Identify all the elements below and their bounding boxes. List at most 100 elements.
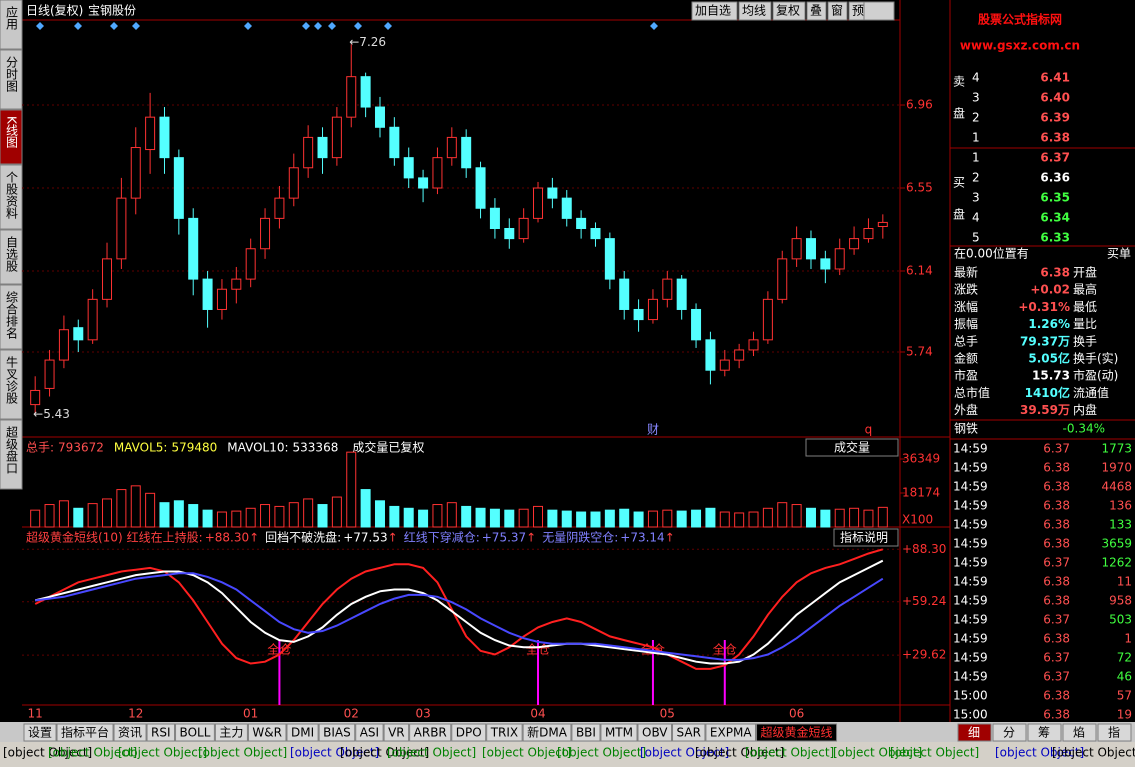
sidebar-tab[interactable] xyxy=(0,109,23,165)
tab[interactable] xyxy=(705,723,757,742)
tab[interactable] xyxy=(56,723,114,742)
tab-label: DMI xyxy=(291,726,314,740)
indicator-legend-arrow: ↑ xyxy=(249,531,259,545)
tab-background[interactable] xyxy=(486,723,523,742)
candle-body xyxy=(518,217,529,240)
tab[interactable] xyxy=(571,723,601,742)
tab[interactable] xyxy=(318,723,356,742)
tab-background[interactable] xyxy=(175,723,215,742)
tab-background[interactable] xyxy=(522,723,572,742)
sidebar-tab[interactable] xyxy=(0,0,23,50)
tab[interactable] xyxy=(522,723,572,742)
tab[interactable] xyxy=(409,723,452,742)
tab[interactable] xyxy=(214,723,248,742)
toolbar-button[interactable] xyxy=(772,1,806,21)
toolbar-button[interactable] xyxy=(691,1,738,21)
tick-price: 6.38 xyxy=(1043,632,1070,646)
sidebar-tab[interactable] xyxy=(0,229,23,285)
tab[interactable] xyxy=(756,723,838,742)
volume-bar xyxy=(489,508,500,528)
tab[interactable] xyxy=(146,723,176,742)
indicator-legend-name: 红线在上持股: xyxy=(127,530,203,545)
x-tick-label: 04 xyxy=(530,707,545,721)
volume-bar xyxy=(590,511,601,528)
indicator-legend-value: +75.37 xyxy=(482,531,526,545)
tab-background[interactable] xyxy=(113,723,147,742)
indicator-help[interactable] xyxy=(833,528,899,547)
stat-label: 内盘 xyxy=(1073,402,1097,417)
tick-time: 15:00 xyxy=(953,689,988,703)
tab[interactable] xyxy=(451,723,487,742)
toolbar-button-label: 均线 xyxy=(742,4,766,18)
toolbar-button[interactable] xyxy=(827,1,848,21)
candle-body xyxy=(719,359,730,371)
candle-body xyxy=(805,238,816,260)
tick-volume: 46 xyxy=(1117,670,1132,684)
stat-label: 换手(实) xyxy=(1073,351,1118,366)
tab[interactable] xyxy=(175,723,215,742)
book-level: 3 xyxy=(972,91,980,105)
sidebar-tab[interactable] xyxy=(0,284,23,350)
tab-background[interactable] xyxy=(56,723,114,742)
sidebar-tab[interactable] xyxy=(0,164,23,230)
sidebar-tab[interactable] xyxy=(0,49,23,110)
tab-background[interactable] xyxy=(355,723,384,742)
tab-background[interactable] xyxy=(146,723,176,742)
side-tab[interactable] xyxy=(1062,723,1097,742)
volume-bar xyxy=(346,451,357,528)
tab-background[interactable] xyxy=(409,723,452,742)
tab-background[interactable] xyxy=(286,723,319,742)
y-tick-label: +59.24 xyxy=(902,594,946,608)
tab-background[interactable] xyxy=(672,723,706,742)
toolbar-button-label: 窗 xyxy=(831,4,843,18)
signal-label: 全仓 xyxy=(713,642,737,657)
tab[interactable] xyxy=(113,723,147,742)
tab-background[interactable] xyxy=(23,723,57,742)
book-side-label: 盘 xyxy=(953,106,965,121)
indicator-selector[interactable] xyxy=(805,438,899,457)
tab[interactable] xyxy=(23,723,57,742)
volume-legend-label: MAVOL10: xyxy=(227,441,288,455)
tab[interactable] xyxy=(486,723,523,742)
toolbar-button[interactable] xyxy=(806,1,827,21)
tab-background[interactable] xyxy=(383,723,410,742)
candle-body xyxy=(633,308,644,321)
side-tab[interactable] xyxy=(992,723,1027,742)
tick-price: 6.38 xyxy=(1043,537,1070,551)
tab-background[interactable] xyxy=(318,723,356,742)
tab-background[interactable] xyxy=(214,723,248,742)
tick-time: 14:59 xyxy=(953,518,988,532)
tab[interactable] xyxy=(383,723,410,742)
y-tick-label: 6.14 xyxy=(906,264,933,278)
tab[interactable] xyxy=(672,723,706,742)
tab-background[interactable] xyxy=(600,723,638,742)
volume-bar xyxy=(73,507,84,528)
side-tab[interactable] xyxy=(957,723,992,742)
tab[interactable] xyxy=(600,723,638,742)
status-item: [object Object] xyxy=(745,746,834,760)
sidebar-tab[interactable] xyxy=(0,419,23,490)
indicator-legend-arrow: ↑ xyxy=(665,531,675,545)
tab-background[interactable] xyxy=(247,723,287,742)
tab[interactable] xyxy=(247,723,287,742)
sidebar-tab[interactable] xyxy=(0,349,23,420)
side-tab[interactable] xyxy=(1097,723,1132,742)
tab-background[interactable] xyxy=(637,723,673,742)
candle-body xyxy=(561,197,572,219)
tab[interactable] xyxy=(637,723,673,742)
tab[interactable] xyxy=(355,723,384,742)
side-tab[interactable] xyxy=(1027,723,1062,742)
tab-background[interactable] xyxy=(451,723,487,742)
stat-label: 涨跌 xyxy=(954,282,978,297)
tab-background[interactable] xyxy=(705,723,757,742)
tab[interactable] xyxy=(286,723,319,742)
tab-background[interactable] xyxy=(756,723,838,742)
indicator-legend-name: 无量阴跌空仓: xyxy=(542,530,618,545)
tab-label: ASI xyxy=(360,726,379,740)
tab-label: ARBR xyxy=(414,726,447,740)
toolbar-button[interactable] xyxy=(738,1,772,21)
toolbar-button[interactable] xyxy=(863,1,895,21)
tab-background[interactable] xyxy=(571,723,601,742)
book-side-label: 卖 xyxy=(953,75,965,89)
book-note: 在0.00位置有 xyxy=(954,246,1029,261)
